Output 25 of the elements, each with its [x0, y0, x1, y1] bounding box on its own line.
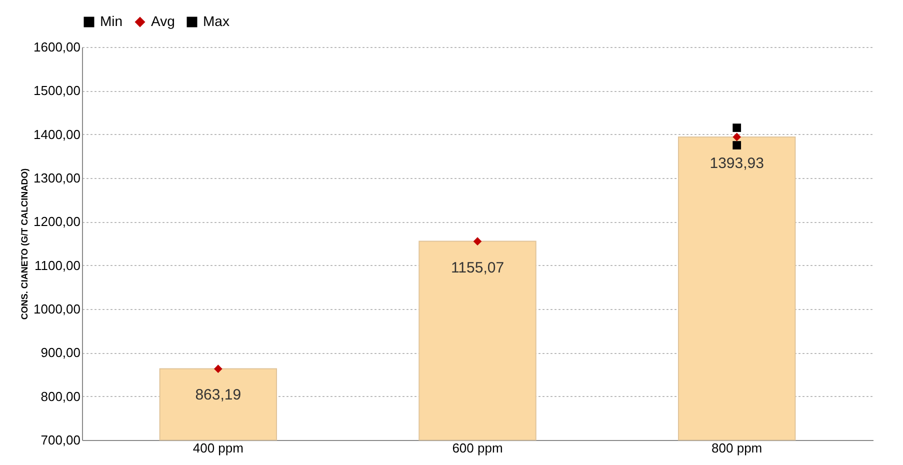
y-tick-label: 1400,00 [34, 126, 80, 142]
x-tick-label: 800 ppm [712, 440, 762, 456]
data-label: 1393,93 [710, 154, 764, 172]
x-tick-label: 600 ppm [452, 440, 503, 456]
point [732, 124, 742, 132]
y-tick-label: 800,00 [40, 388, 80, 404]
y-tick-label: 1300,00 [34, 170, 80, 186]
y-tick-label: 1100,00 [34, 258, 80, 273]
data-label: 1155,07 [450, 259, 504, 276]
point [732, 132, 742, 142]
y-axis-title: CONS. CIANETO (G/T CALCINADO) [20, 168, 30, 320]
point [473, 237, 482, 246]
y-tick-label: 700,00 [40, 432, 80, 448]
y-tick-label: 1500,00 [34, 83, 80, 98]
y-tick-label: 1200,00 [34, 214, 80, 230]
y-tick-label: 1000,00 [34, 302, 80, 316]
data-label: 863,19 [195, 386, 242, 404]
legend-label: Max [203, 13, 230, 29]
x-tick-label: 400 ppm [192, 440, 244, 456]
point [732, 141, 742, 150]
y-tick-label: 900,00 [40, 345, 80, 360]
legend-label: Avg [151, 13, 175, 29]
point [214, 364, 222, 374]
legend-label: Min [100, 13, 123, 29]
y-tick-label: 1600,00 [34, 40, 80, 54]
